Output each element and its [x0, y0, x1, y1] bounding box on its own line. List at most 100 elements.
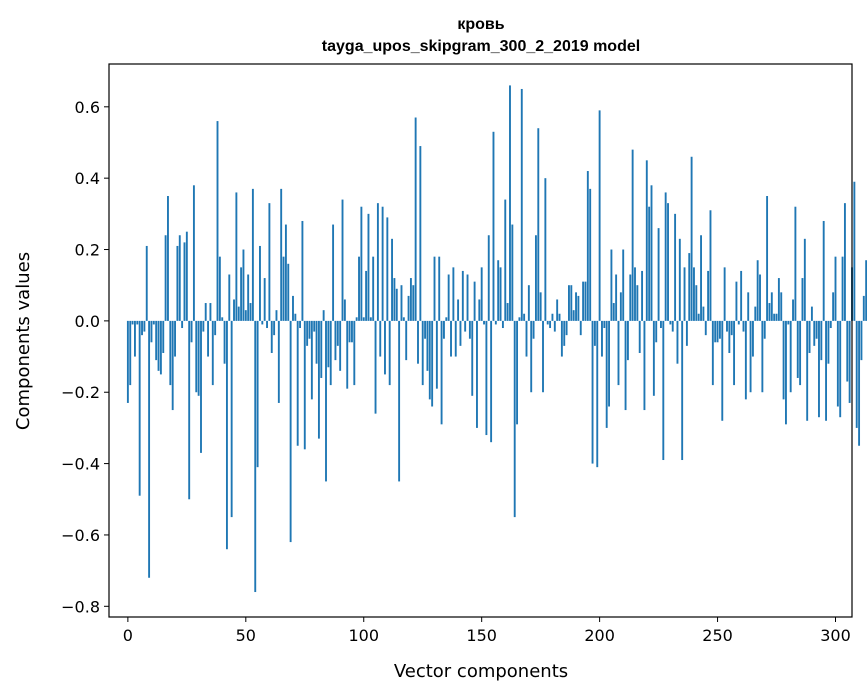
bar	[409, 278, 412, 321]
bar	[407, 295, 410, 321]
bar	[570, 285, 573, 321]
bar	[294, 313, 297, 321]
bar	[660, 320, 662, 329]
bar	[770, 292, 773, 321]
bar	[381, 206, 384, 321]
bar	[657, 228, 660, 321]
bar	[374, 320, 377, 414]
bar	[235, 192, 238, 321]
bar	[181, 320, 184, 329]
bar	[315, 320, 318, 364]
bar	[501, 320, 504, 329]
bar	[855, 320, 858, 428]
bar	[843, 203, 846, 321]
bar	[742, 320, 745, 332]
bar	[782, 320, 785, 400]
bar	[683, 267, 686, 321]
y-tick-label: −0.8	[61, 597, 100, 616]
bar	[714, 320, 717, 343]
bar	[372, 256, 375, 321]
bar	[678, 238, 681, 321]
bar	[516, 320, 519, 425]
bar	[148, 320, 151, 578]
bar	[513, 320, 516, 518]
bar	[228, 274, 231, 321]
bar	[343, 299, 346, 321]
bar	[829, 320, 832, 329]
bar	[676, 320, 679, 364]
bar	[702, 306, 705, 321]
bar	[520, 88, 523, 321]
bar	[593, 320, 596, 346]
bar	[799, 320, 802, 386]
bar	[608, 320, 610, 407]
bar-series	[126, 85, 867, 593]
bar	[721, 320, 724, 421]
bar	[473, 281, 476, 321]
bar	[499, 267, 502, 321]
bar	[136, 320, 139, 325]
bar	[426, 320, 429, 371]
bar	[287, 263, 290, 321]
bar	[662, 320, 665, 461]
x-tick-label: 50	[236, 626, 256, 645]
bar	[183, 242, 186, 321]
bar	[645, 160, 648, 321]
bar	[292, 295, 294, 321]
bar	[827, 320, 830, 364]
bar	[355, 317, 358, 321]
bar	[728, 320, 731, 353]
bar	[636, 285, 639, 321]
bar	[174, 320, 176, 357]
bar	[261, 320, 264, 325]
bar	[249, 303, 252, 321]
bar	[457, 299, 460, 321]
bar	[268, 203, 271, 321]
bar	[306, 320, 309, 346]
x-tick-label: 200	[584, 626, 615, 645]
bar	[749, 320, 752, 393]
bar	[681, 320, 684, 461]
y-tick-label: 0.0	[75, 312, 100, 331]
bar	[476, 320, 478, 428]
bar	[190, 320, 193, 343]
bar	[825, 320, 827, 421]
bar	[709, 210, 712, 321]
bar	[848, 320, 851, 403]
bar	[376, 203, 379, 321]
bar	[339, 320, 342, 371]
bar	[603, 320, 606, 329]
y-tick-label: 0.6	[75, 98, 100, 117]
bar	[718, 320, 721, 339]
bar	[454, 320, 457, 357]
bar	[233, 299, 235, 321]
bar	[553, 320, 556, 332]
bar	[244, 310, 247, 321]
bar	[129, 320, 132, 386]
bar	[534, 235, 537, 321]
bar	[737, 320, 740, 325]
bar	[744, 320, 747, 400]
bar	[483, 320, 485, 325]
bar	[792, 299, 794, 321]
bar	[428, 320, 431, 400]
bar	[818, 320, 820, 418]
plot-frame	[108, 63, 853, 618]
bar	[575, 292, 577, 321]
bar	[126, 320, 129, 403]
bar	[777, 278, 780, 321]
bar	[301, 220, 304, 321]
y-tick-label: −0.2	[61, 383, 100, 402]
bar	[631, 149, 634, 321]
bar	[723, 267, 726, 321]
bar	[447, 274, 450, 321]
bar	[820, 320, 823, 361]
bar	[740, 270, 743, 321]
bar	[150, 320, 153, 343]
bar	[152, 320, 155, 325]
bar	[803, 238, 806, 321]
bar	[735, 281, 738, 321]
bar	[836, 320, 839, 407]
bar	[638, 320, 641, 353]
bar	[754, 306, 757, 321]
